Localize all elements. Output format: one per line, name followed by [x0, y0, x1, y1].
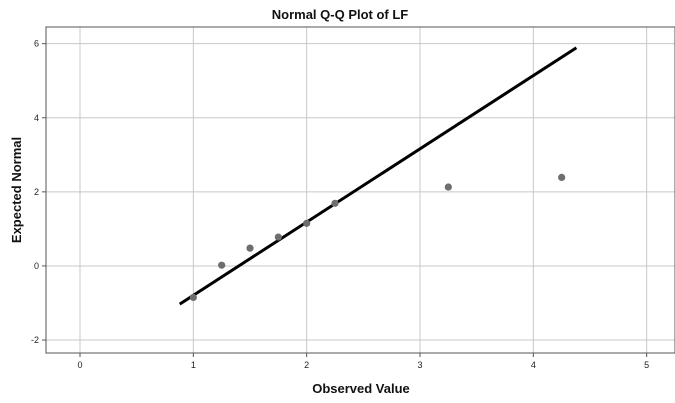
y-tick-label: 0	[34, 261, 39, 271]
x-axis-label: Observed Value	[312, 381, 410, 396]
data-points	[189, 173, 566, 302]
y-axis-ticks: -2 0 2 4 6	[31, 39, 46, 345]
data-point	[303, 219, 311, 227]
data-point	[444, 183, 452, 191]
y-tick-label: 2	[34, 187, 39, 197]
data-point	[558, 173, 566, 182]
plot-frame	[45, 26, 675, 354]
x-tick-label: 1	[191, 360, 196, 370]
y-tick-label: 4	[34, 113, 39, 123]
x-tick-label: 4	[531, 360, 536, 370]
reference-line-layer	[178, 46, 578, 306]
chart-title: Normal Q-Q Plot of LF	[272, 7, 409, 22]
data-point	[274, 233, 282, 241]
data-point	[331, 199, 339, 207]
x-tick-label: 2	[304, 360, 309, 370]
data-point	[246, 244, 254, 252]
data-point	[218, 261, 226, 269]
x-tick-label: 5	[644, 360, 649, 370]
y-tick-label: -2	[31, 335, 39, 345]
data-point	[189, 293, 197, 302]
reference-line	[178, 46, 578, 306]
grid-lines	[46, 27, 675, 353]
x-tick-label: 0	[77, 360, 82, 370]
y-axis-label: Expected Normal	[9, 137, 24, 243]
x-tick-label: 3	[417, 360, 422, 370]
y-tick-label: 6	[34, 39, 39, 49]
x-axis-ticks: 0 1 2 3 4 5	[77, 353, 649, 370]
